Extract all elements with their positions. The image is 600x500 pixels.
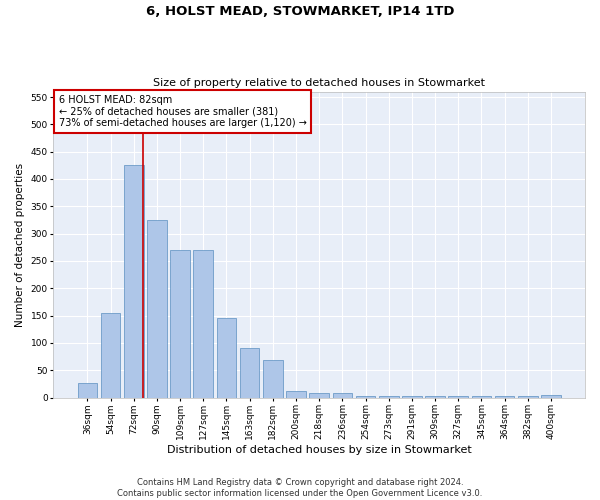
Bar (170, 250, 190, 398)
Bar (240, 348, 259, 398)
Bar (101, 313, 121, 398)
Bar (402, 396, 422, 398)
Bar (495, 396, 514, 398)
Bar (147, 220, 167, 398)
Y-axis label: Number of detached properties: Number of detached properties (15, 162, 25, 326)
Bar (425, 396, 445, 398)
X-axis label: Distribution of detached houses by size in Stowmarket: Distribution of detached houses by size … (167, 445, 472, 455)
Bar (356, 396, 376, 398)
Bar (263, 360, 283, 398)
Text: 6 HOLST MEAD: 82sqm
← 25% of detached houses are smaller (381)
73% of semi-detac: 6 HOLST MEAD: 82sqm ← 25% of detached ho… (59, 94, 307, 128)
Bar (518, 396, 538, 398)
Text: 6, HOLST MEAD, STOWMARKET, IP14 1TD: 6, HOLST MEAD, STOWMARKET, IP14 1TD (146, 5, 454, 18)
Title: Size of property relative to detached houses in Stowmarket: Size of property relative to detached ho… (153, 78, 485, 88)
Bar (193, 250, 213, 398)
Bar (77, 383, 97, 398)
Bar (379, 396, 398, 398)
Bar (286, 391, 306, 398)
Bar (472, 396, 491, 398)
Bar (124, 166, 143, 398)
Bar (332, 392, 352, 398)
Text: Contains HM Land Registry data © Crown copyright and database right 2024.
Contai: Contains HM Land Registry data © Crown c… (118, 478, 482, 498)
Bar (448, 396, 468, 398)
Bar (217, 318, 236, 398)
Bar (541, 396, 561, 398)
Bar (310, 392, 329, 398)
